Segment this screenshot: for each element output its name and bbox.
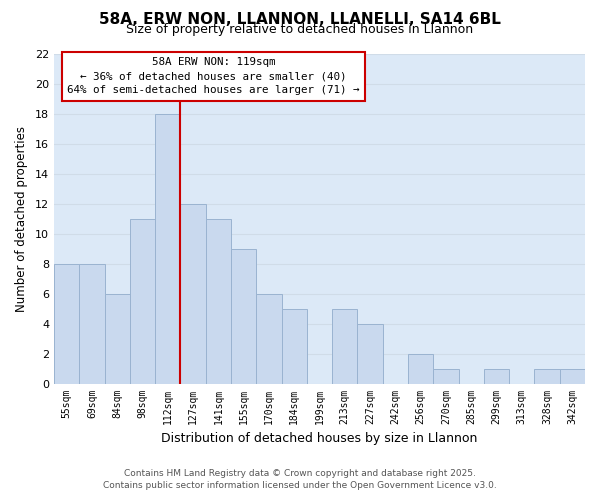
- Text: Contains HM Land Registry data © Crown copyright and database right 2025.
Contai: Contains HM Land Registry data © Crown c…: [103, 468, 497, 490]
- Text: 58A, ERW NON, LLANNON, LLANELLI, SA14 6BL: 58A, ERW NON, LLANNON, LLANELLI, SA14 6B…: [99, 12, 501, 28]
- Bar: [79, 264, 104, 384]
- Text: 58A ERW NON: 119sqm
← 36% of detached houses are smaller (40)
64% of semi-detach: 58A ERW NON: 119sqm ← 36% of detached ho…: [67, 58, 359, 96]
- Bar: [231, 248, 256, 384]
- Text: Size of property relative to detached houses in Llannon: Size of property relative to detached ho…: [127, 22, 473, 36]
- Bar: [155, 114, 181, 384]
- Bar: [130, 219, 155, 384]
- Bar: [535, 368, 560, 384]
- Bar: [281, 308, 307, 384]
- Bar: [358, 324, 383, 384]
- X-axis label: Distribution of detached houses by size in Llannon: Distribution of detached houses by size …: [161, 432, 478, 445]
- Y-axis label: Number of detached properties: Number of detached properties: [15, 126, 28, 312]
- Bar: [484, 368, 509, 384]
- Bar: [408, 354, 433, 384]
- Bar: [256, 294, 281, 384]
- Bar: [332, 308, 358, 384]
- Bar: [181, 204, 206, 384]
- Bar: [560, 368, 585, 384]
- Bar: [54, 264, 79, 384]
- Bar: [206, 219, 231, 384]
- Bar: [433, 368, 458, 384]
- Bar: [104, 294, 130, 384]
